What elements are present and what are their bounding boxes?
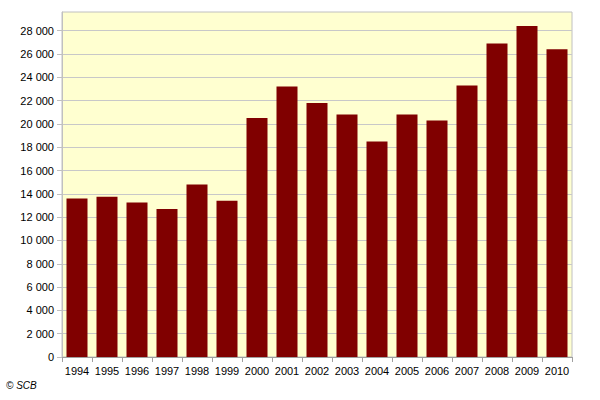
svg-text:18 000: 18 000 (20, 141, 54, 153)
svg-text:10 000: 10 000 (20, 234, 54, 246)
svg-text:22 000: 22 000 (20, 95, 54, 107)
svg-text:2001: 2001 (275, 365, 299, 377)
svg-text:2007: 2007 (455, 365, 479, 377)
svg-text:2009: 2009 (515, 365, 539, 377)
svg-text:1995: 1995 (95, 365, 119, 377)
svg-text:2000: 2000 (245, 365, 269, 377)
svg-text:28 000: 28 000 (20, 25, 54, 37)
svg-text:26 000: 26 000 (20, 48, 54, 60)
svg-text:1999: 1999 (215, 365, 239, 377)
svg-text:20 000: 20 000 (20, 118, 54, 130)
svg-text:8 000: 8 000 (26, 258, 54, 270)
svg-text:2003: 2003 (335, 365, 359, 377)
svg-text:2005: 2005 (395, 365, 419, 377)
svg-text:4 000: 4 000 (26, 304, 54, 316)
svg-text:1996: 1996 (125, 365, 149, 377)
svg-text:16 000: 16 000 (20, 165, 54, 177)
svg-text:12 000: 12 000 (20, 211, 54, 223)
svg-text:2006: 2006 (425, 365, 449, 377)
svg-text:2004: 2004 (365, 365, 389, 377)
svg-text:0: 0 (48, 351, 54, 363)
svg-text:1998: 1998 (185, 365, 209, 377)
svg-text:2008: 2008 (485, 365, 509, 377)
svg-text:2010: 2010 (545, 365, 569, 377)
svg-text:14 000: 14 000 (20, 188, 54, 200)
svg-text:1997: 1997 (155, 365, 179, 377)
svg-text:1994: 1994 (65, 365, 89, 377)
svg-text:2002: 2002 (305, 365, 329, 377)
svg-text:24 000: 24 000 (20, 71, 54, 83)
svg-text:6 000: 6 000 (26, 281, 54, 293)
svg-text:© SCB: © SCB (6, 380, 37, 391)
svg-text:2 000: 2 000 (26, 328, 54, 340)
